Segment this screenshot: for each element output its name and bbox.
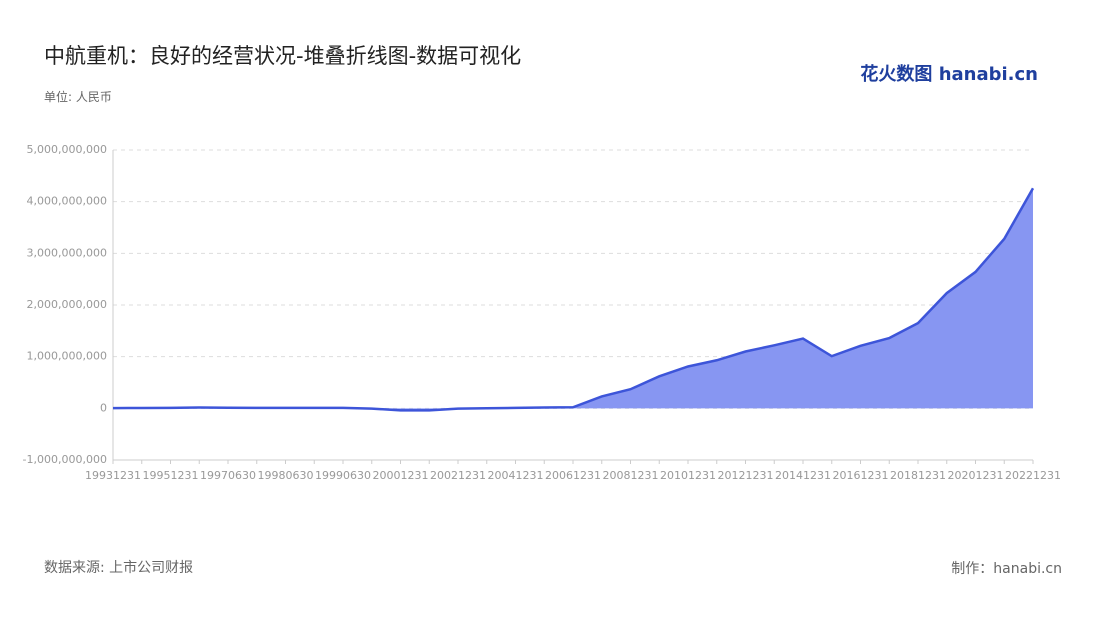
x-tick-label: 20121231 <box>718 469 774 482</box>
chart-title: 中航重机：良好的经营状况-堆叠折线图-数据可视化 <box>44 44 522 68</box>
x-tick-label: 20001231 <box>373 469 429 482</box>
x-tick-label: 20021231 <box>430 469 486 482</box>
unit-label: 单位: 人民币 <box>44 90 112 104</box>
area <box>113 188 1033 411</box>
y-tick-label: 2,000,000,000 <box>27 298 107 311</box>
x-tick-label: 20081231 <box>603 469 659 482</box>
x-tick-label: 20201231 <box>948 469 1004 482</box>
y-tick-label: 0 <box>100 401 107 414</box>
y-tick-label: 3,000,000,000 <box>27 246 107 259</box>
y-tick-label: -1,000,000,000 <box>23 453 107 466</box>
x-tick-label: 20161231 <box>833 469 889 482</box>
x-tick-label: 19990630 <box>315 469 371 482</box>
x-tick-label: 19980630 <box>258 469 314 482</box>
x-tick-label: 20221231 <box>1005 469 1061 482</box>
x-tick-label: 19970630 <box>200 469 256 482</box>
credit: 制作：hanabi.cn <box>951 561 1062 577</box>
line <box>112 187 1035 412</box>
x-tick-label: 20101231 <box>660 469 716 482</box>
x-tick-label: 20181231 <box>890 469 946 482</box>
logo: 花火数图 hanabi.cn <box>860 64 1038 85</box>
x-tick-label: 19931231 <box>85 469 141 482</box>
x-tick-label: 20061231 <box>545 469 601 482</box>
x-tick-label: 20141231 <box>775 469 831 482</box>
y-tick-label: 5,000,000,000 <box>27 143 107 156</box>
y-tick-label: 4,000,000,000 <box>27 195 107 208</box>
y-tick-label: 1,000,000,000 <box>27 350 107 363</box>
x-tick-label: 19951231 <box>143 469 199 482</box>
source-note: 数据来源: 上市公司财报 <box>44 560 194 576</box>
x-tick-label: 20041231 <box>488 469 544 482</box>
